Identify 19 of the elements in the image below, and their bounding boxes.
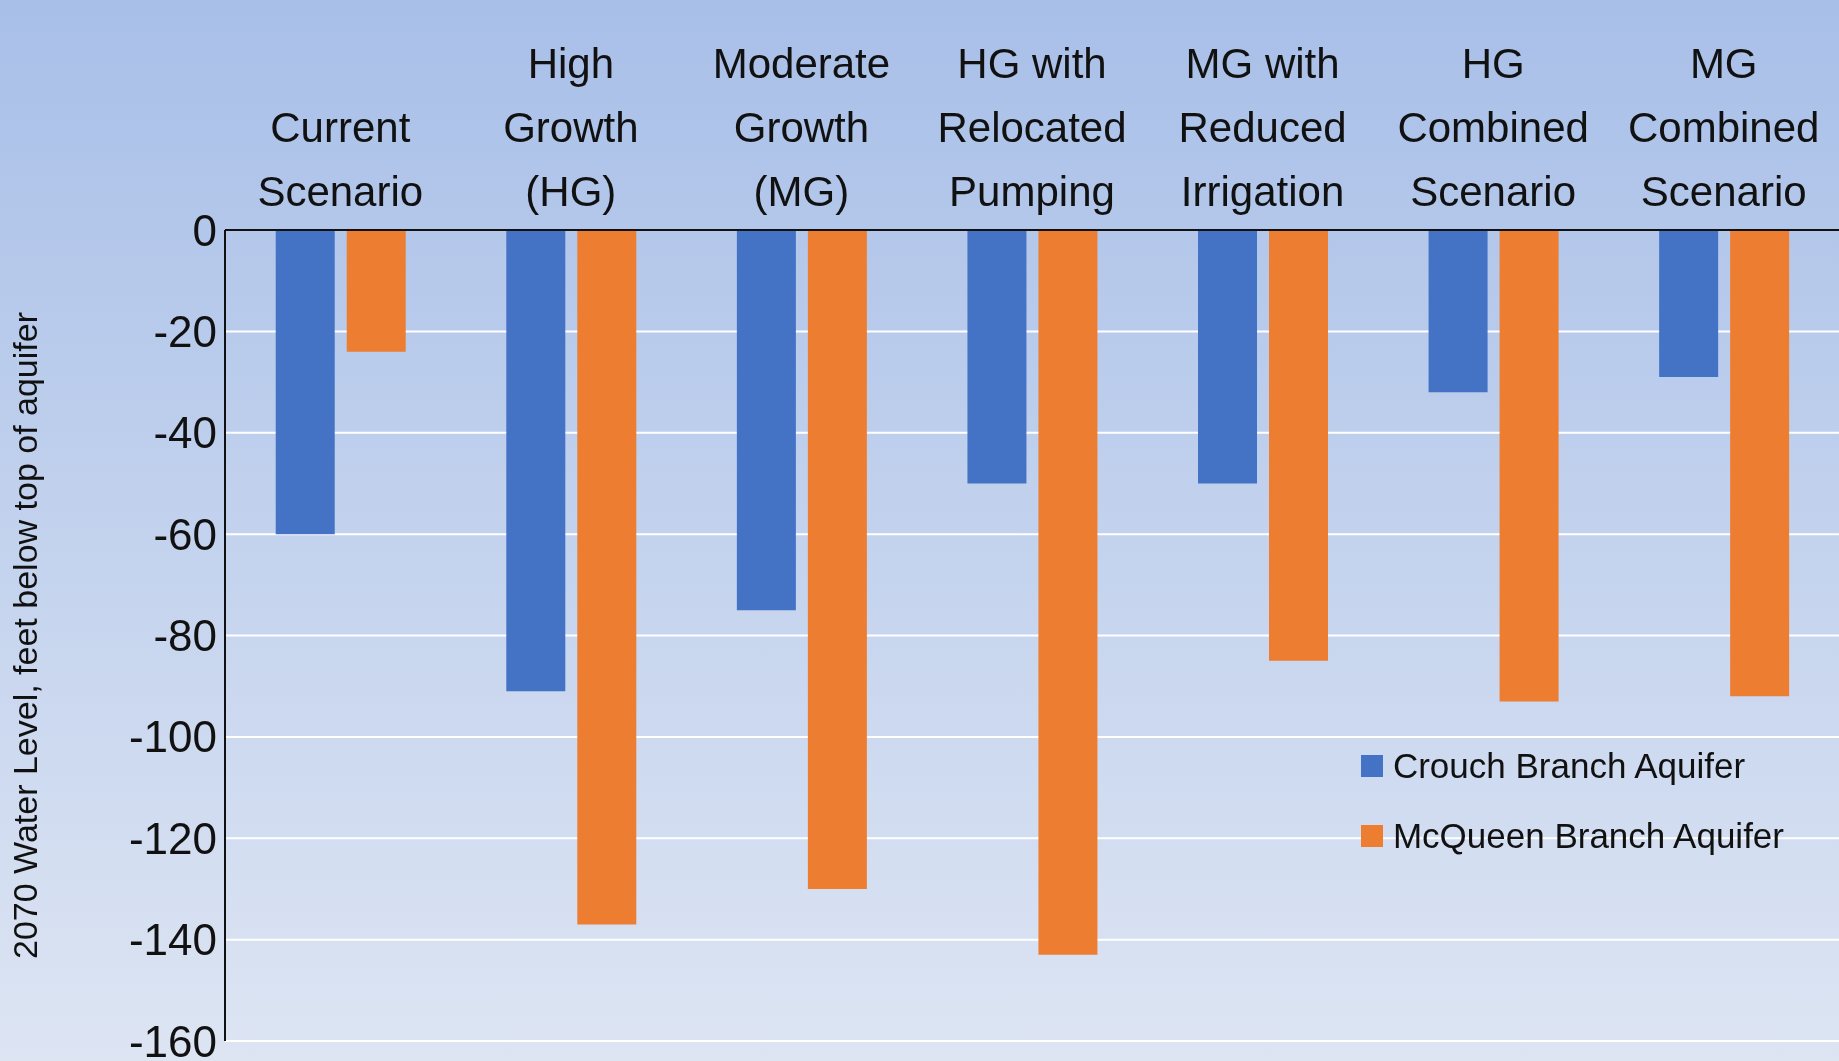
y-tick-label: -100 <box>128 712 217 762</box>
x-tick-label: HG with Relocated Pumping <box>937 40 1127 215</box>
x-tick-label: High Growth (HG) <box>503 40 639 215</box>
y-tick-label: -80 <box>153 611 217 661</box>
legend-label: Crouch Branch Aquifer <box>1392 745 1746 787</box>
y-tick-label: -140 <box>128 915 217 965</box>
y-axis-title: 2070 Water Level, feet below top of aquifer <box>6 311 45 960</box>
y-tick-label: -20 <box>153 306 217 356</box>
x-tick-label: Current Scenario <box>257 104 424 215</box>
x-tick-label: Moderate Growth (MG) <box>712 40 891 215</box>
y-tick-label: -160 <box>128 1016 217 1061</box>
x-tick-label: MG Combined Scenario <box>1627 40 1820 215</box>
x-tick-label: HG Combined Scenario <box>1397 40 1589 215</box>
x-tick-label: MG with Reduced Irrigation <box>1178 40 1347 215</box>
y-tick-label: -120 <box>128 813 217 863</box>
legend-label: McQueen Branch Aquifer <box>1392 815 1784 857</box>
y-tick-label: -40 <box>153 408 217 458</box>
y-tick-label: -60 <box>153 509 217 559</box>
y-tick-label: 0 <box>192 205 217 255</box>
